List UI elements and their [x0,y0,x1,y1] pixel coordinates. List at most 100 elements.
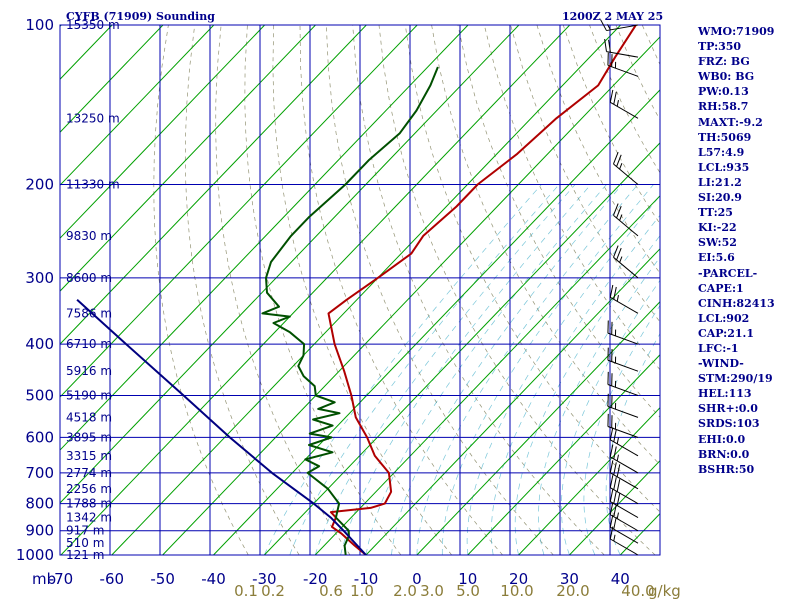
parcel-path-line [76,299,367,555]
barb-flag [609,460,614,473]
isotherm-line [60,25,418,398]
height-label: 6710 m [66,337,112,351]
index-row: LCL:902 [698,311,750,325]
isotherm-line [314,195,660,555]
isotherm-line [213,89,660,555]
pressure-tick-label: 900 [25,522,54,540]
height-label: 510 m [66,536,104,550]
barb-flag [613,462,617,475]
isotherm-line [60,25,316,292]
wind-barb [607,52,639,77]
barb-flag [613,516,617,530]
barb-staff [613,214,639,237]
barb-half-flag [616,512,619,519]
mixing-ratio-label: 0.6 [319,582,343,600]
barb-flag [616,493,621,506]
index-row: BSHR:50 [698,462,755,476]
barb-staff [606,24,639,32]
isotherm-line [60,25,164,133]
height-label: 1788 m [66,497,112,511]
pressure-tick-label: 300 [25,269,54,287]
barb-flag [613,491,617,504]
temperature-tick-label: -70 [49,570,74,588]
wind-barb [600,19,639,32]
temperature-tick-label: 0 [412,570,422,588]
index-row: BRN:0.0 [698,447,750,461]
index-row: EI:5.6 [698,251,735,265]
moist-adiabat [561,279,660,555]
wind-barb [609,460,639,490]
temperature-tick-label: 20 [509,570,528,588]
barb-staff [607,359,639,372]
mixing-ratio-label: 20.0 [556,582,589,600]
pressure-tick-label: 500 [25,386,54,404]
barb-flag [616,154,622,167]
chart-data-layer [76,25,637,555]
barb-staff [613,163,639,185]
dry-adiabat [184,25,300,555]
chart-title: CYFB (71909) Sounding [66,10,215,23]
barb-staff [606,51,639,58]
height-label: 5916 m [66,364,112,378]
wind-barbs [600,19,639,556]
moist-adiabat [391,184,623,555]
height-label: 2256 m [66,482,112,496]
index-row: -PARCEL- [698,266,758,280]
height-label: 5190 m [66,388,112,402]
isotherm-line [416,301,660,555]
mixing-ratio-label: 2.0 [393,582,417,600]
wind-barb [609,475,639,505]
x-unit-label: mb [32,570,56,588]
wind-barb [613,152,639,185]
barb-flag [613,477,617,490]
barb-half-flag [619,256,623,263]
temperature-tick-label: 30 [560,570,579,588]
dry-adiabat [153,25,249,555]
isotherm-line [365,248,660,555]
dry-adiabat [299,25,503,555]
dry-adiabat [244,25,402,555]
index-row: LI:21.2 [698,175,742,189]
index-row: LFC:-1 [698,341,739,355]
barb-flag [609,284,614,298]
barb-staff [610,501,639,519]
dry-adiabat [378,25,656,555]
pressure-tick-label: 100 [25,16,54,34]
temperature-tick-label: -10 [354,570,379,588]
barb-flag [616,205,622,219]
wind-barb [609,502,639,532]
pressure-grid [59,24,661,556]
index-row: MAXT:-9.2 [698,115,763,129]
moist-adiabat [289,184,560,555]
barb-staff [607,64,639,77]
isotherm-line [111,25,621,555]
moist-adiabat [583,304,660,555]
wind-barb [609,489,639,519]
barb-flag [609,427,614,440]
wind-barb [607,320,639,345]
index-row: TP:350 [698,40,742,54]
barb-flag [609,514,614,528]
wind-barb [613,245,639,279]
barb-flag [613,245,619,258]
wind-barb [604,39,639,58]
plot-frame [59,24,661,556]
wind-barb [607,371,639,396]
moist-adiabat [514,235,660,555]
temperature-line [327,25,637,555]
mixing-ratio-label: 10.0 [500,582,533,600]
wind-barb [607,413,639,438]
barb-flag [609,444,614,458]
height-label: 11330 m [66,178,120,192]
barb-staff [610,487,639,505]
wind-barb [609,514,639,544]
barb-staff [610,514,639,532]
barb-half-flag [619,163,623,170]
temperature-tick-label: -60 [100,570,125,588]
barb-staff [610,526,639,544]
height-label: 7586 m [66,306,112,320]
height-label: 2774 m [66,466,112,480]
barb-staff [607,332,639,345]
